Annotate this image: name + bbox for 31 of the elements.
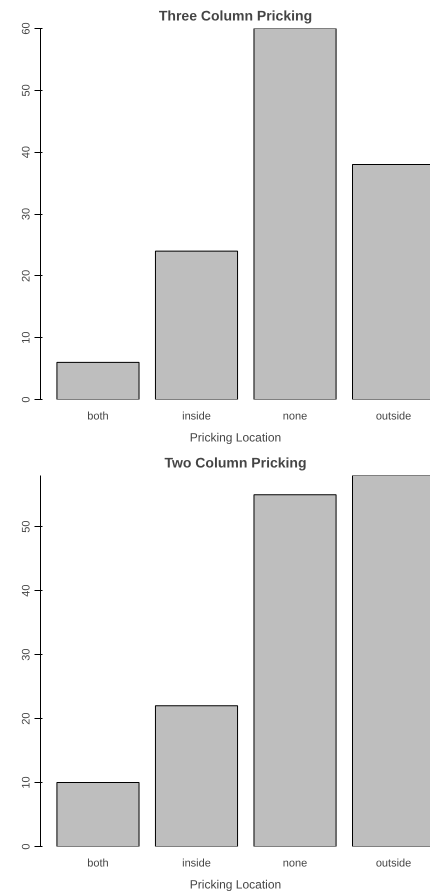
x-tick-label: outside [376,410,412,422]
y-tick-label: 60 [20,22,32,35]
x-axis-title: Pricking Location [190,878,282,892]
y-tick-label: 20 [20,270,32,282]
bar [154,705,238,846]
bar [56,782,140,846]
y-tick-label: 30 [20,648,32,661]
x-tick-label: none [282,858,308,870]
bar [253,28,337,400]
chart-title: Three Column Pricking [158,8,312,24]
y-tick-label: 50 [20,84,32,96]
y-tick-label: 0 [20,396,32,403]
bar [154,250,238,400]
y-tick-label: 40 [20,146,32,158]
x-tick-label: both [87,858,109,870]
y-tick-label: 40 [20,584,32,597]
x-tick-label: both [87,410,109,422]
x-axis-title: Pricking Location [190,430,282,444]
y-tick-label: 50 [20,520,32,533]
x-tick-label: outside [376,858,412,870]
x-tick-label: none [282,410,308,422]
y-tick-label: 10 [20,776,32,789]
bar [253,494,337,846]
y-tick-label: 0 [20,843,32,850]
y-tick-label: 20 [20,712,32,725]
y-tick-label: 10 [20,332,32,344]
y-tick-label: 30 [20,208,32,220]
x-tick-label: inside [182,410,211,422]
chart-title: Two Column Pricking [164,454,307,470]
x-tick-label: inside [182,858,211,870]
bar [56,362,140,400]
